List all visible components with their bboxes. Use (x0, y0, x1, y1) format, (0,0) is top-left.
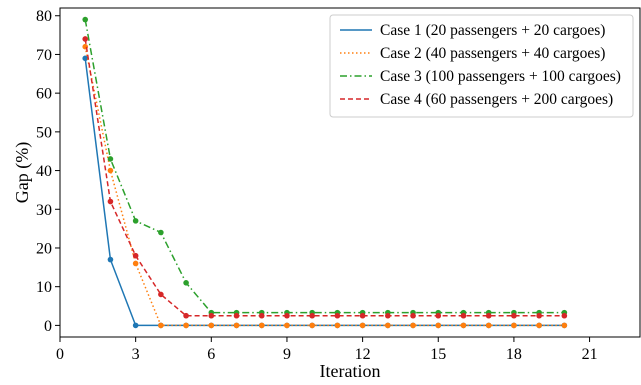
series-2-point (359, 322, 366, 329)
series-3-point (132, 218, 139, 224)
y-axis: 0 10 20 30 40 50 60 70 80 (36, 8, 60, 335)
series-4-point (359, 312, 366, 319)
series-4-point (284, 312, 290, 319)
series-4-point (536, 312, 542, 319)
series-2-point (208, 322, 215, 329)
series-2-point (233, 322, 240, 329)
series-3-point (183, 280, 189, 286)
series-4-point (385, 312, 391, 319)
y-tick-label: 10 (36, 279, 52, 296)
series-1-point (82, 55, 89, 62)
series-2-point (132, 260, 139, 267)
series-1-point (107, 256, 114, 263)
series-4-point (132, 252, 139, 259)
series-2-point (309, 322, 315, 329)
series-2-point (284, 322, 290, 329)
series-2-point (334, 322, 341, 329)
x-tick-label: 21 (582, 346, 598, 363)
series-4-point (561, 312, 568, 319)
y-tick-label: 70 (36, 47, 52, 64)
y-tick-label: 60 (36, 86, 52, 103)
series-4-point (435, 312, 442, 319)
series-2-point (485, 322, 492, 329)
legend-label: Case 4 (60 passengers + 200 cargoes) (380, 91, 613, 108)
series-3-point (158, 229, 164, 236)
y-tick-label: 0 (44, 318, 52, 335)
legend-box (329, 14, 634, 118)
legend-label: Case 2 (40 passengers + 40 cargoes) (380, 45, 605, 62)
series-4-point (233, 312, 240, 319)
series-4-point (158, 291, 164, 298)
series-4-point (485, 312, 492, 319)
x-tick-label: 9 (283, 346, 291, 363)
series-4-point (82, 36, 89, 42)
series-line-4 (84, 38, 565, 317)
x-tick-label: 18 (506, 346, 522, 363)
series-4-point (107, 198, 114, 205)
series-1-point (132, 322, 139, 329)
plot-area (59, 7, 641, 338)
y-tick-label: 50 (36, 124, 52, 141)
series-2-point (460, 322, 467, 329)
series-2-point (158, 322, 164, 329)
series-3-point (82, 16, 89, 23)
legend-label: Case 1 (20 passengers + 20 cargoes) (380, 22, 605, 39)
series-4-point (208, 312, 215, 319)
series-4-point (511, 312, 517, 319)
series-4-point (309, 312, 315, 319)
series-4-point (258, 312, 265, 319)
legend-label: Case 3 (100 passengers + 100 cargoes) (380, 68, 621, 85)
y-tick-label: 40 (36, 163, 52, 180)
series-2-point (410, 322, 416, 329)
series-2-point (183, 322, 189, 329)
x-tick-label: 0 (56, 346, 64, 363)
series-line-2 (84, 46, 565, 327)
x-axis: 0 3 6 9 12 15 18 21 (56, 337, 598, 363)
series-layer (82, 16, 568, 329)
series-4-point (183, 312, 189, 319)
y-tick-label: 30 (36, 202, 52, 219)
series-4-point (460, 312, 467, 319)
series-3-point (107, 156, 114, 162)
series-4 (82, 36, 568, 319)
series-2-point (536, 322, 542, 329)
series-4-point (334, 312, 341, 319)
series-2-point (511, 322, 517, 329)
y-tick-label: 80 (36, 8, 52, 25)
y-tick-label: 20 (36, 240, 52, 257)
x-tick-label: 12 (355, 346, 371, 363)
series-line-3 (84, 19, 565, 314)
legend: Case 1 (20 passengers + 20 cargoes) Case … (329, 14, 634, 118)
series-2-point (258, 322, 265, 329)
series-2-point (561, 322, 568, 329)
x-tick-label: 3 (132, 346, 140, 363)
series-2-point (385, 322, 391, 329)
series-2-point (435, 322, 442, 329)
series-4-point (410, 312, 416, 319)
y-axis-label: Gap (%) (12, 142, 33, 203)
x-tick-label: 15 (430, 346, 446, 363)
x-tick-label: 6 (207, 346, 215, 363)
x-axis-label: Iteration (320, 361, 381, 380)
series-2-point (107, 167, 114, 174)
